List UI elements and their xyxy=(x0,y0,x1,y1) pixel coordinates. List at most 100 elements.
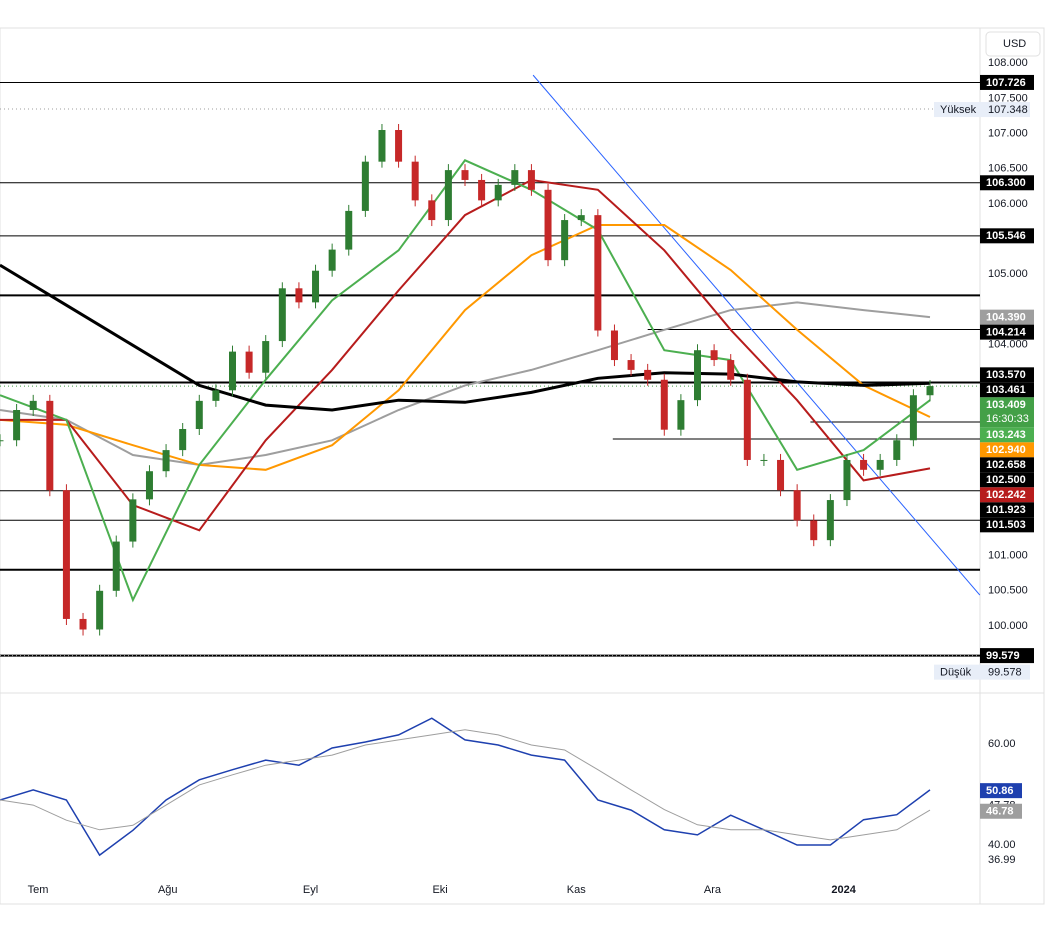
candle-body xyxy=(926,386,934,396)
rsi-tick-label: 40.00 xyxy=(988,839,1016,851)
candle-body xyxy=(245,351,253,373)
candle-body xyxy=(79,618,87,630)
y-tick-label: 100.500 xyxy=(988,585,1028,597)
price-label: 101.503 xyxy=(986,519,1026,531)
candle-body xyxy=(62,490,70,619)
moving-average xyxy=(0,263,931,412)
candle-body xyxy=(594,215,602,331)
price-label: 106.300 xyxy=(986,177,1026,189)
y-tick-label: 106.500 xyxy=(988,163,1028,175)
candle-body xyxy=(893,440,901,460)
price-label-box xyxy=(980,472,1034,488)
candle-body xyxy=(710,350,718,361)
price-label-box xyxy=(980,309,1034,325)
rsi-value-box xyxy=(980,783,1022,799)
candle-body xyxy=(826,500,834,541)
frame xyxy=(0,27,1045,905)
candle-body xyxy=(793,490,801,521)
candle-body xyxy=(909,395,917,441)
candle-body xyxy=(743,379,751,460)
price-label-box xyxy=(980,648,1034,664)
rsi-value-label: 46.78 xyxy=(986,806,1014,818)
candle-body xyxy=(195,400,203,429)
price-label: 102.500 xyxy=(986,474,1026,486)
trendline xyxy=(532,74,981,596)
candle-body xyxy=(660,379,668,430)
candle-body xyxy=(444,170,452,221)
rsi-tick-label: 36.99 xyxy=(988,854,1016,866)
price-label: 102.940 xyxy=(986,444,1026,456)
y-tick-label: 101.000 xyxy=(988,550,1028,562)
candle-body xyxy=(112,541,120,591)
price-label: 102.242 xyxy=(986,489,1026,501)
candle-body xyxy=(46,400,54,491)
candle-body xyxy=(677,400,685,430)
candle-body xyxy=(544,189,552,261)
candle-body xyxy=(96,590,104,630)
price-label-box xyxy=(980,442,1034,458)
candle-body xyxy=(0,440,4,442)
candle-body xyxy=(312,270,320,303)
price-label: 99.579 xyxy=(986,650,1020,662)
moving-average xyxy=(0,159,931,603)
candle-body xyxy=(777,459,785,491)
moving-average xyxy=(0,224,931,471)
candle-body xyxy=(727,360,735,380)
price-label-box xyxy=(980,517,1034,533)
low-box xyxy=(934,664,1030,680)
rsi-value-box xyxy=(980,803,1022,819)
rsi-value-label: 50.86 xyxy=(986,785,1014,797)
rsi-line xyxy=(0,717,931,857)
price-label: 101.923 xyxy=(986,504,1026,516)
candle-body xyxy=(494,184,502,201)
price-label: 102.658 xyxy=(986,459,1026,471)
price-label: 103.243 xyxy=(986,429,1026,441)
candle-body xyxy=(843,459,851,501)
candle-body xyxy=(461,170,469,180)
price-label: 103.570 xyxy=(986,369,1026,381)
candle-body xyxy=(162,450,170,472)
y-tick-label: 106.000 xyxy=(988,198,1028,210)
candle-body xyxy=(478,179,486,201)
price-label: 103.409 xyxy=(986,399,1026,411)
candle-body xyxy=(627,360,635,370)
low-label: 99.578 xyxy=(988,667,1022,679)
candle-body xyxy=(810,520,818,541)
candle-body xyxy=(328,249,336,271)
candle-body xyxy=(361,161,369,211)
candle-body xyxy=(760,459,768,461)
moving-average xyxy=(0,301,931,466)
y-tick-label: 107.000 xyxy=(988,127,1028,139)
price-label-box xyxy=(980,324,1034,340)
high-box xyxy=(934,102,1030,118)
currency-button[interactable] xyxy=(985,31,1041,57)
y-tick-label: 105.000 xyxy=(988,268,1028,280)
price-label-box xyxy=(980,382,1034,398)
price-label-box xyxy=(980,427,1034,443)
price-label-box xyxy=(980,457,1034,473)
countdown: 16:30:33 xyxy=(986,413,1029,425)
candle-body xyxy=(145,471,153,500)
price-label-box xyxy=(980,228,1034,244)
high-label: 107.348 xyxy=(988,104,1028,116)
candle-body xyxy=(13,410,21,441)
candle-body xyxy=(278,288,286,342)
currency: USD xyxy=(1003,38,1026,50)
price-label-box xyxy=(980,74,1034,90)
candle-body xyxy=(262,341,270,373)
candle-body xyxy=(295,288,303,303)
y-tick-label: 100.000 xyxy=(988,620,1028,632)
candle-body xyxy=(577,215,585,221)
price-label: 105.546 xyxy=(986,230,1026,242)
high-text: Yüksek xyxy=(940,104,977,116)
x-tick-label: Ara xyxy=(704,884,722,896)
price-label-box xyxy=(980,502,1034,518)
candle-body xyxy=(29,400,37,411)
price-label: 104.214 xyxy=(986,327,1027,339)
x-tick-label: 2024 xyxy=(831,884,856,896)
low-text: Düşük xyxy=(940,667,972,679)
candle-body xyxy=(694,350,701,401)
candle-body xyxy=(610,330,618,361)
rsi-line xyxy=(0,729,931,841)
